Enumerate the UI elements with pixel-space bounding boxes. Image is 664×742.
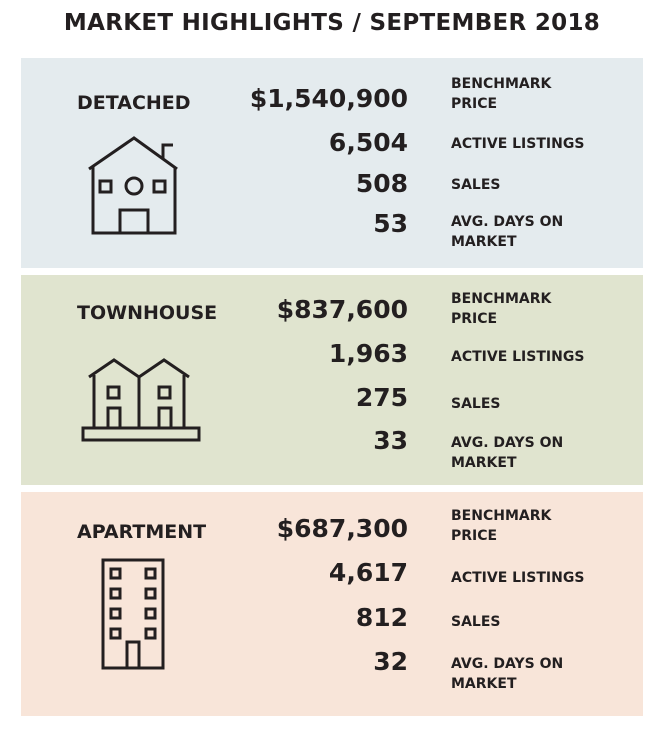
townhouse-benchmark-price: $837,600: [276, 295, 408, 324]
apartment-panel: APARTMENT $687,300 BENCHMARK PRICE 4,617 …: [21, 492, 643, 716]
detached-sales: 508: [355, 169, 408, 198]
apartment-sales-label: SALES: [451, 614, 501, 630]
townhouse-avg-days-label: AVG. DAYS ON MARKET: [451, 435, 564, 471]
townhouse-sales-label: SALES: [451, 396, 501, 412]
detached-avg-days-label: AVG. DAYS ON MARKET: [451, 214, 564, 250]
townhouse-panel: TOWNHOUSE $837,600 BENCHMARK PRICE 1,963 …: [21, 275, 643, 485]
detached-active-listings-label: ACTIVE LISTINGS: [451, 136, 585, 152]
detached-panel: DETACHED $1,540,900 BENCHMARK PRICE 6,504…: [21, 58, 643, 268]
townhouse-active-listings-label: ACTIVE LISTINGS: [451, 349, 585, 365]
townhouse-icon: [81, 358, 201, 442]
detached-benchmark-label: BENCHMARK PRICE: [451, 76, 552, 112]
detached-sales-label: SALES: [451, 177, 501, 193]
townhouse-benchmark-label: BENCHMARK PRICE: [451, 291, 552, 327]
apartment-building-icon: [101, 558, 165, 670]
townhouse-title: TOWNHOUSE: [77, 302, 218, 324]
apartment-avg-days: 32: [373, 647, 408, 676]
apartment-benchmark-label: BENCHMARK PRICE: [451, 508, 552, 544]
townhouse-avg-days: 33: [373, 426, 408, 455]
apartment-active-listings-label: ACTIVE LISTINGS: [451, 570, 585, 586]
house-icon: [88, 136, 178, 235]
apartment-sales: 812: [355, 603, 408, 632]
detached-title: DETACHED: [77, 92, 191, 114]
detached-active-listings: 6,504: [328, 128, 408, 157]
apartment-title: APARTMENT: [77, 521, 207, 543]
detached-avg-days: 53: [373, 209, 408, 238]
detached-benchmark-price: $1,540,900: [249, 84, 408, 113]
apartment-avg-days-label: AVG. DAYS ON MARKET: [451, 656, 564, 692]
apartment-active-listings: 4,617: [328, 558, 408, 587]
page-title: MARKET HIGHLIGHTS / SEPTEMBER 2018: [63, 10, 601, 36]
townhouse-sales: 275: [355, 383, 408, 412]
apartment-benchmark-price: $687,300: [276, 514, 408, 543]
townhouse-active-listings: 1,963: [328, 339, 408, 368]
